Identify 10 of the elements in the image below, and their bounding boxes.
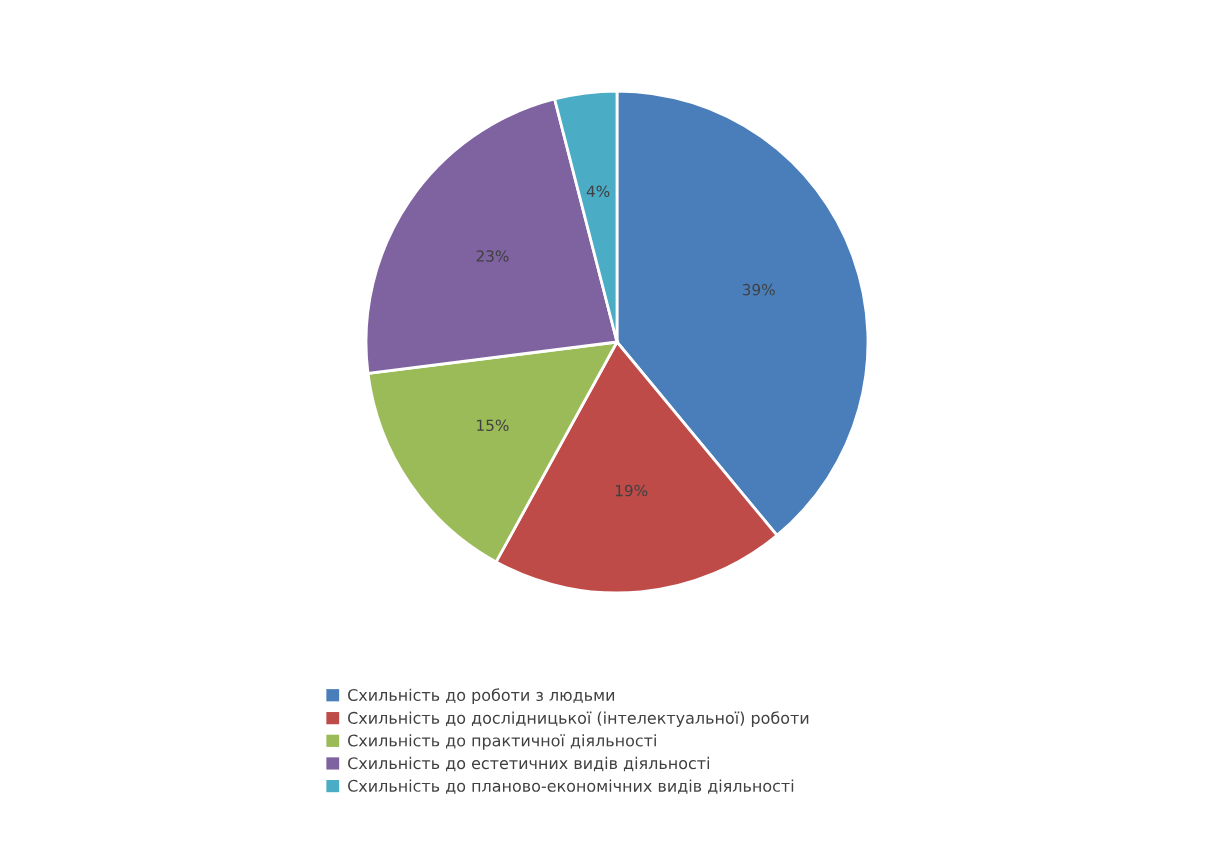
legend-label: Схильність до дослідницької (інтелектуальної) роботи <box>348 711 809 728</box>
legend-label: Схильність до планово-економічних видів діяльності <box>348 779 794 794</box>
data-label: 19% <box>615 484 648 497</box>
legend-label: Схильність до естетичних видів діяльності <box>348 756 710 772</box>
data-label: 4% <box>586 185 610 198</box>
data-label: 23% <box>476 250 509 262</box>
data-label: 39% <box>742 283 775 296</box>
data-label: 15% <box>477 419 509 432</box>
legend-label: Схильність до роботи з людьми <box>348 688 615 705</box>
legend-label: Схильність до практичної діяльності <box>348 734 656 750</box>
